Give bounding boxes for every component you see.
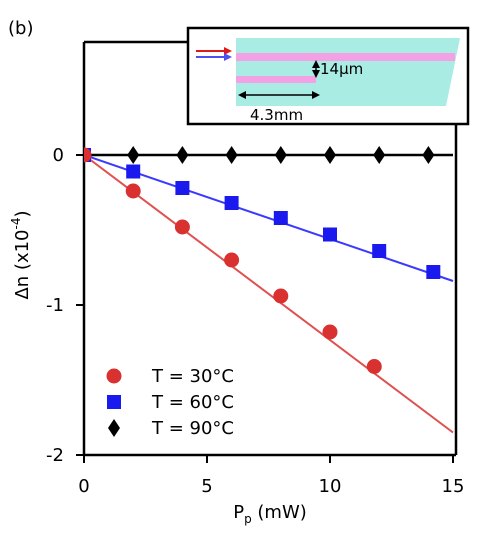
fit-line-circle: [84, 154, 454, 434]
data-point-diamond: [127, 146, 140, 164]
data-point-diamond: [422, 146, 435, 164]
data-point-circle: [174, 219, 190, 235]
data-point-square: [175, 181, 190, 195]
data-point-square: [372, 244, 387, 258]
x-tick-label: 0: [78, 476, 89, 497]
data-point-circle: [125, 183, 141, 199]
legend-marker-circle: [106, 368, 122, 384]
x-axis-label: Pp (mW): [233, 502, 307, 526]
data-point-square: [126, 164, 141, 179]
x-tick-label: 10: [319, 476, 342, 497]
x-tick-label: 5: [201, 476, 212, 497]
waveguide-channel-short: [236, 76, 316, 83]
data-point-square: [224, 196, 239, 210]
legend-marker-diamond: [108, 419, 120, 437]
series-group: [84, 146, 480, 434]
data-point-circle: [84, 147, 92, 163]
inset-diagram: 14μm 4.3mm: [186, 26, 470, 126]
y-axis-label: Δn (x10-4): [9, 210, 33, 299]
y-tick-label: -1: [46, 295, 64, 316]
data-point-square: [426, 265, 441, 279]
fit-line-square: [84, 154, 454, 282]
data-point-circle: [224, 252, 240, 268]
data-point-circle: [366, 359, 382, 374]
y-tick-label: -2: [46, 445, 64, 466]
x-tick-label: 15: [442, 476, 465, 497]
data-point-square: [323, 227, 337, 242]
width-label: 14μm: [320, 60, 363, 78]
data-point-diamond: [472, 146, 480, 164]
data-point-diamond: [373, 146, 386, 164]
data-point-diamond: [176, 146, 189, 164]
legend: T = 30°C T = 60°C T = 90°C: [106, 366, 234, 439]
waveguide-channel: [236, 53, 455, 61]
legend-label: T = 90°C: [151, 418, 234, 439]
panel-label: (b): [8, 18, 33, 39]
data-point-square: [273, 211, 288, 225]
data-point-diamond: [274, 146, 287, 164]
legend-label: T = 30°C: [151, 366, 234, 387]
data-point-diamond: [225, 146, 238, 164]
data-point-circle: [273, 288, 289, 304]
length-label: 4.3mm: [250, 106, 303, 124]
legend-marker-square: [107, 395, 121, 409]
data-point-circle: [322, 324, 338, 340]
legend-label: T = 60°C: [151, 392, 234, 413]
y-tick-label: 0: [53, 145, 64, 166]
plot-area: 0 -1 -2 0 5 10 15 T = 30°C T = 60°C T = 90°C: [46, 40, 480, 497]
data-point-diamond: [324, 146, 336, 164]
